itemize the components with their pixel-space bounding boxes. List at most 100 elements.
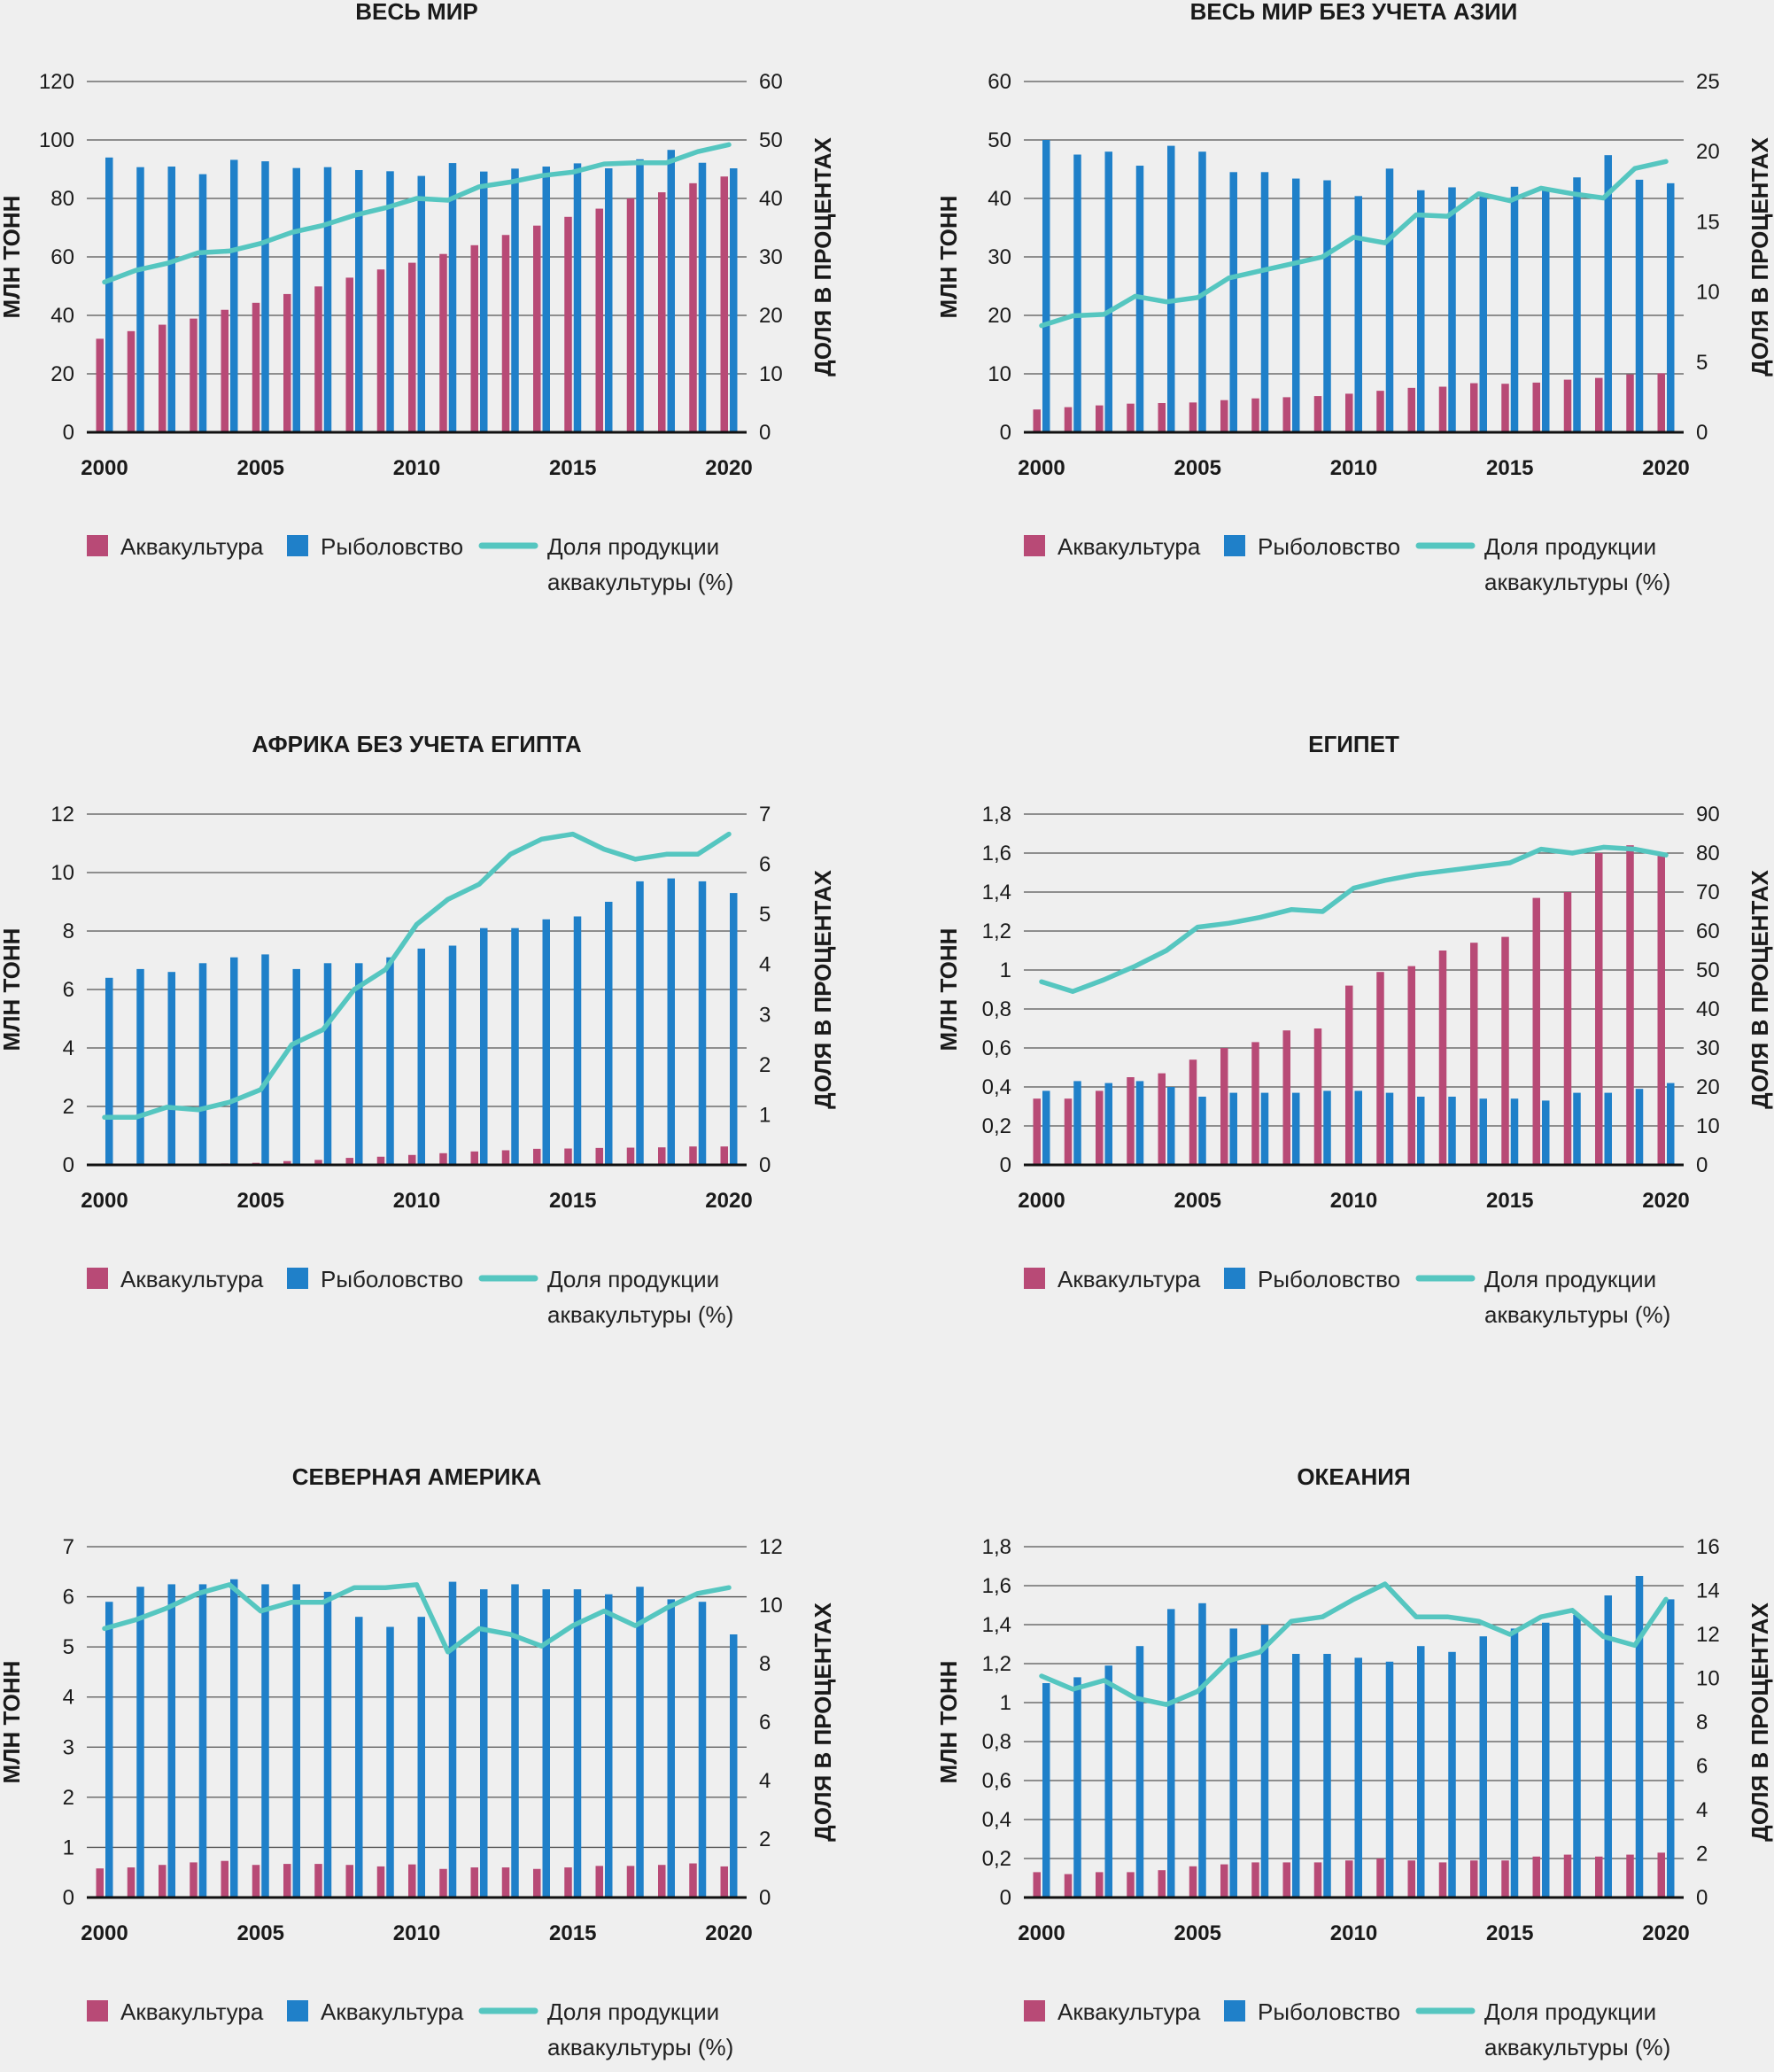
bar-aquaculture <box>595 208 603 432</box>
x-tick: 2000 <box>81 1921 128 1945</box>
y-tick-left: 0,4 <box>982 1808 1011 1832</box>
bar-fishing <box>1167 145 1175 432</box>
bar-fishing <box>1135 1646 1144 1897</box>
legend-label-line: Доля продукции <box>547 533 719 560</box>
bar-aquaculture <box>720 1866 728 1897</box>
bar-aquaculture <box>689 1863 697 1897</box>
y-tick-right: 12 <box>759 1535 783 1559</box>
legend-swatch-aquaculture <box>87 2000 108 2022</box>
bar-aquaculture <box>501 1867 510 1897</box>
bar-aquaculture <box>501 1150 510 1165</box>
bar-fishing <box>1292 178 1300 432</box>
bar-aquaculture <box>1563 379 1572 432</box>
x-tick: 2015 <box>549 456 596 480</box>
y-tick-right: 1 <box>759 1103 771 1127</box>
y-axis-label-right: ДОЛЯ В ПРОЦЕНТАХ <box>810 137 836 376</box>
bar-fishing <box>1635 1089 1644 1165</box>
line-aquaculture-share <box>1039 844 1669 994</box>
bar-aquaculture <box>658 1865 666 1897</box>
legend-label: Аквакультура <box>120 1266 264 1292</box>
y-tick-right: 7 <box>759 803 771 826</box>
bar-fishing <box>542 919 550 1165</box>
x-tick: 2015 <box>1486 456 1533 480</box>
x-tick: 2020 <box>705 456 752 480</box>
legend-label: Рыболовство <box>321 533 463 560</box>
bar-aquaculture <box>314 1864 322 1897</box>
bar-fishing <box>167 167 175 432</box>
bar-aquaculture <box>252 1865 260 1897</box>
y-tick-left: 5 <box>63 1635 74 1659</box>
bar-aquaculture <box>1158 403 1166 432</box>
bar-aquaculture <box>159 324 167 432</box>
bar-aquaculture <box>1501 384 1509 432</box>
y-tick-left: 3 <box>63 1735 74 1759</box>
y-tick-right: 10 <box>759 362 783 386</box>
y-tick-left: 1,4 <box>982 881 1011 904</box>
y-axis-label-left: МЛН ТОНН <box>0 1661 25 1784</box>
y-tick-right: 16 <box>1696 1535 1720 1559</box>
bar-fishing <box>448 945 457 1165</box>
y-tick-right: 6 <box>759 853 771 877</box>
bar-fishing <box>261 954 269 1165</box>
legend-swatch-fishing <box>287 2000 308 2022</box>
bar-aquaculture <box>564 1148 572 1165</box>
bar-aquaculture <box>376 1866 385 1897</box>
legend-label: Доля продукции аквакультуры (%) <box>547 1998 733 2060</box>
line-aquaculture-share <box>102 831 732 1121</box>
bar-fishing <box>1104 151 1112 432</box>
bar-aquaculture <box>1626 374 1634 432</box>
legend-label: Аквакультура <box>120 533 264 560</box>
y-axis-label-right: ДОЛЯ В ПРОЦЕНТАХ <box>1747 137 1773 376</box>
bar-fishing <box>698 881 707 1165</box>
bar-aquaculture <box>1313 396 1322 432</box>
bar-aquaculture <box>283 293 291 432</box>
x-tick: 2020 <box>1642 1189 1689 1213</box>
chart-title: ЕГИПЕТ <box>1308 731 1399 757</box>
bar-fishing <box>1292 1654 1300 1897</box>
bar-fishing <box>1104 1083 1112 1165</box>
bar-fishing <box>105 157 113 433</box>
bar-fishing <box>511 927 519 1165</box>
bar-aquaculture <box>1657 1852 1665 1897</box>
bar-aquaculture <box>1470 383 1478 432</box>
x-tick: 2005 <box>237 1921 284 1945</box>
bar-fishing <box>292 968 300 1165</box>
bar-aquaculture <box>1313 1028 1322 1165</box>
legend-label-line: аквакультуры (%) <box>1484 2034 1670 2060</box>
bar-aquaculture <box>1470 943 1478 1165</box>
x-tick: 2010 <box>393 456 440 480</box>
bar-fishing <box>1385 1661 1394 1897</box>
chart-panel: ЕГИПЕТ 0 0,2 0,4 0,6 0,8 1 1,2 1,4 1,6 1,8 0 10 20 30 4… <box>935 731 1773 1328</box>
y-tick-right: 3 <box>759 1003 771 1027</box>
bar-fishing <box>1479 193 1487 432</box>
bar-fishing <box>1542 1622 1550 1897</box>
bar-aquaculture <box>1595 1856 1603 1897</box>
bar-fishing <box>386 1626 394 1897</box>
y-tick-left: 0 <box>63 1886 74 1910</box>
bar-aquaculture <box>96 1868 104 1897</box>
y-tick-right: 10 <box>759 1594 783 1618</box>
bar-fishing <box>667 878 675 1165</box>
bar-fishing <box>386 171 394 432</box>
bar-aquaculture <box>1096 1872 1104 1897</box>
y-tick-left: 20 <box>50 362 74 386</box>
bar-fishing <box>1542 1100 1550 1165</box>
bar-aquaculture <box>689 1146 697 1165</box>
y-tick-left: 0 <box>63 421 74 445</box>
bar-aquaculture <box>1345 1860 1353 1897</box>
y-tick-right: 15 <box>1696 210 1720 234</box>
y-axis-label-left: МЛН ТОНН <box>935 196 962 319</box>
legend-label: Аквакультура <box>1057 533 1201 560</box>
bar-aquaculture <box>1251 1042 1259 1165</box>
legend-label-line: Доля продукции <box>1484 1266 1656 1292</box>
bar-aquaculture <box>1158 1870 1166 1897</box>
bar-fishing <box>167 1584 175 1897</box>
y-tick-left: 60 <box>50 245 74 269</box>
bar-fishing <box>292 1584 300 1897</box>
y-tick-right: 25 <box>1696 70 1720 94</box>
bar-aquaculture <box>1127 1872 1135 1897</box>
legend-label: Рыболовство <box>321 1266 463 1292</box>
y-tick-right: 20 <box>759 304 783 328</box>
bar-fishing <box>511 1584 519 1897</box>
bar-aquaculture <box>127 330 136 432</box>
